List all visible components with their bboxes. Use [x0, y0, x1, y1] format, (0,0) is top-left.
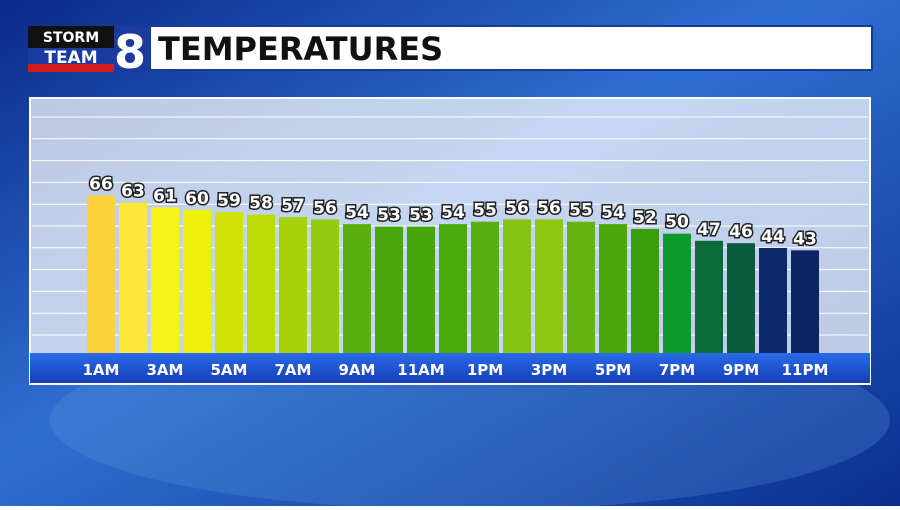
value-label: 53: [409, 206, 433, 226]
bar: [279, 216, 307, 353]
bar: [119, 202, 147, 353]
bar: [695, 240, 723, 353]
title-bar: [149, 25, 873, 71]
value-label: 56: [537, 198, 561, 218]
value-label: 59: [217, 191, 241, 211]
bar: [87, 195, 115, 353]
bar: [375, 226, 403, 353]
value-label: 54: [601, 203, 625, 223]
value-label: 52: [633, 208, 657, 228]
x-tick-label: 5AM: [211, 361, 248, 379]
value-label: 55: [569, 201, 593, 221]
value-label: 60: [185, 189, 209, 209]
value-label: 47: [697, 220, 721, 240]
value-label: 63: [121, 182, 145, 202]
value-label: 61: [153, 186, 177, 206]
value-label: 58: [249, 194, 273, 214]
value-label: 46: [729, 222, 753, 242]
x-tick-label: 3PM: [531, 361, 567, 379]
bar: [727, 243, 755, 353]
x-tick-label: 5PM: [595, 361, 631, 379]
bar: [567, 221, 595, 353]
bar: [215, 212, 243, 353]
value-label: 57: [281, 196, 305, 216]
bar: [759, 247, 787, 353]
bar: [663, 233, 691, 353]
value-label: 43: [793, 229, 817, 249]
bar: [247, 214, 275, 353]
bar: [535, 219, 563, 353]
value-label: 54: [345, 203, 369, 223]
logo-line2: TEAM: [44, 48, 97, 68]
bar: [503, 219, 531, 353]
bar: [311, 219, 339, 353]
value-label: 54: [441, 203, 465, 223]
x-tick-label: 7AM: [275, 361, 312, 379]
bar: [631, 228, 659, 353]
bar: [343, 224, 371, 353]
bar: [439, 224, 467, 353]
bar: [183, 209, 211, 353]
bar: [791, 250, 819, 353]
x-tick-label: 11AM: [397, 361, 444, 379]
value-label: 56: [313, 198, 337, 218]
logo-line1: STORM: [43, 30, 99, 46]
value-label: 56: [505, 198, 529, 218]
x-tick-label: 9PM: [723, 361, 759, 379]
value-label: 50: [665, 213, 689, 233]
value-label: 66: [89, 174, 113, 194]
x-tick-label: 11PM: [782, 361, 829, 379]
logo-number: 8: [114, 25, 146, 79]
bar: [471, 221, 499, 353]
x-tick-label: 9AM: [339, 361, 376, 379]
value-label: 44: [761, 227, 785, 247]
logo-number-box: [114, 26, 146, 72]
x-tick-label: 1PM: [467, 361, 503, 379]
bar: [599, 224, 627, 353]
value-label: 53: [377, 206, 401, 226]
label-strip: [30, 353, 870, 383]
x-tick-label: 1AM: [83, 361, 120, 379]
value-label: 55: [473, 201, 497, 221]
x-tick-label: 3AM: [147, 361, 184, 379]
x-tick-label: 7PM: [659, 361, 695, 379]
chart-title: TEMPERATURES: [158, 30, 443, 68]
bar: [407, 226, 435, 353]
logo-red: [28, 64, 114, 72]
bar: [151, 207, 179, 353]
logo-top: [28, 26, 114, 48]
